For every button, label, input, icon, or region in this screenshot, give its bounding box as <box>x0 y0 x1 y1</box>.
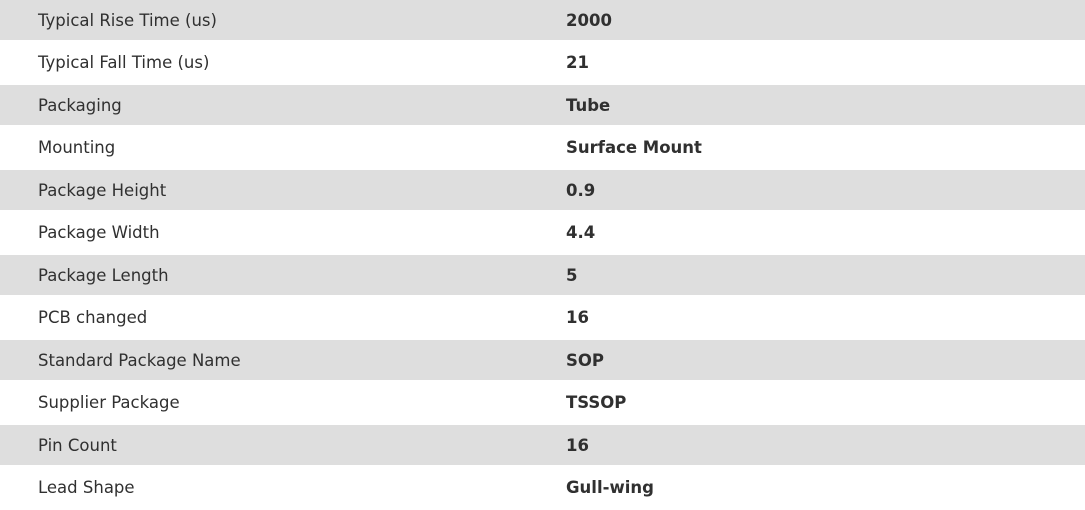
spec-value: 2000 <box>566 10 612 30</box>
spec-value: Gull-wing <box>566 478 654 497</box>
spec-value: 4.4 <box>566 223 596 242</box>
table-row: PCB changed 16 <box>0 295 1085 340</box>
spec-label: Mounting <box>38 138 116 157</box>
spec-value: 16 <box>566 308 589 327</box>
table-row: Standard Package Name SOP <box>0 340 1085 380</box>
spec-label: Packaging <box>38 95 122 115</box>
table-row: Mounting Surface Mount <box>0 125 1085 170</box>
spec-label: Supplier Package <box>38 393 180 412</box>
spec-label: Standard Package Name <box>38 350 241 370</box>
table-row: Package Height 0.9 <box>0 170 1085 210</box>
spec-value: Surface Mount <box>566 138 702 157</box>
spec-value: TSSOP <box>566 393 627 412</box>
table-row: Package Width 4.4 <box>0 210 1085 255</box>
table-row: Lead Shape Gull-wing <box>0 465 1085 510</box>
table-row: Packaging Tube <box>0 85 1085 125</box>
spec-value: 0.9 <box>566 180 596 200</box>
table-row: Typical Rise Time (us) 2000 <box>0 0 1085 40</box>
spec-value: 5 <box>566 265 578 285</box>
spec-label: PCB changed <box>38 308 148 327</box>
table-row: Package Length 5 <box>0 255 1085 295</box>
table-row: Supplier Package TSSOP <box>0 380 1085 425</box>
spec-label: Package Width <box>38 223 160 242</box>
spec-value: 21 <box>566 53 589 72</box>
spec-label: Pin Count <box>38 435 117 455</box>
spec-label: Typical Rise Time (us) <box>38 10 217 30</box>
table-row: Typical Fall Time (us) 21 <box>0 40 1085 85</box>
spec-label: Lead Shape <box>38 478 135 497</box>
table-row: Pin Count 16 <box>0 425 1085 465</box>
spec-label: Package Length <box>38 265 169 285</box>
spec-label: Package Height <box>38 180 167 200</box>
spec-value: Tube <box>566 95 611 115</box>
spec-value: SOP <box>566 350 605 370</box>
spec-value: 16 <box>566 435 589 455</box>
spec-label: Typical Fall Time (us) <box>38 53 210 72</box>
